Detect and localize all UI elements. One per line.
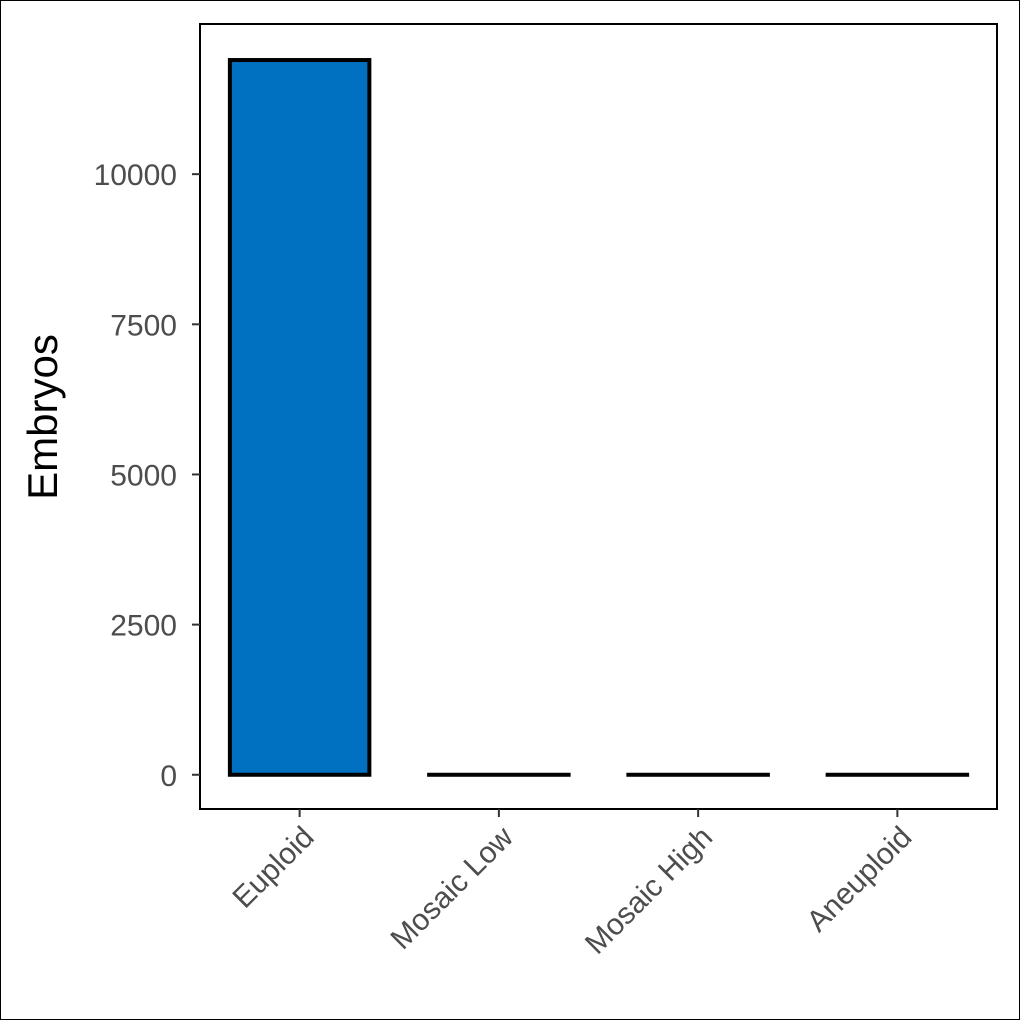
x-tick-label-mosaic-high: Mosaic High <box>579 821 719 961</box>
y-axis-title: Embryos <box>19 334 66 500</box>
y-tick-label-0: 0 <box>160 760 177 793</box>
y-tick-label-7500: 7500 <box>110 309 177 342</box>
x-tick-label-mosaic-low: Mosaic Low <box>384 820 520 956</box>
y-ticks-group: 0 2500 5000 7500 10000 <box>94 159 200 793</box>
y-tick-label-10000: 10000 <box>94 159 177 192</box>
x-tick-label-aneuploid: Aneuploid <box>801 821 919 939</box>
x-ticks-group: Euploid Mosaic Low Mosaic High Aneuploid <box>226 809 918 961</box>
y-tick-label-5000: 5000 <box>110 459 177 492</box>
bar-euploid <box>230 60 369 775</box>
y-tick-label-2500: 2500 <box>110 610 177 643</box>
x-tick-label-euploid: Euploid <box>226 821 320 915</box>
